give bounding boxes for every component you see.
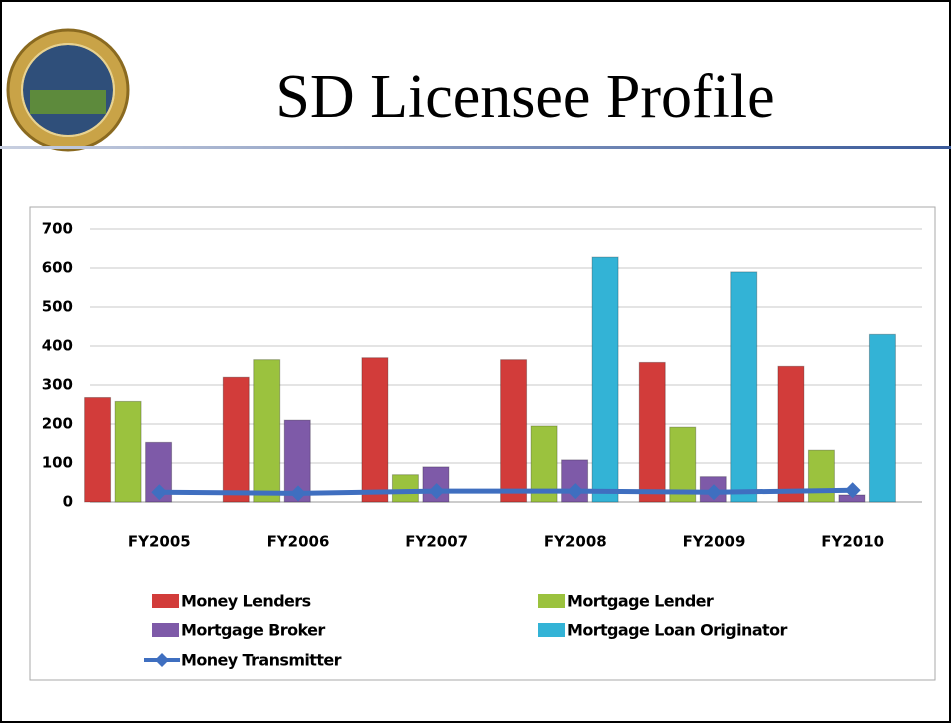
y-tick-label: 200 (42, 415, 73, 433)
legend-swatch (155, 653, 169, 667)
line-marker (151, 484, 168, 501)
legend-label: Mortgage Loan Originator (567, 621, 787, 640)
line-marker (290, 485, 306, 502)
slide-title: SD Licensee Profile (275, 63, 774, 131)
y-tick-label: 300 (42, 376, 73, 394)
y-tick-label: 700 (42, 220, 73, 238)
legend-swatch (152, 623, 179, 637)
y-tick-label: 0 (63, 493, 73, 511)
bar (253, 359, 281, 503)
bar (807, 449, 835, 503)
line-marker (844, 482, 861, 499)
bar (777, 365, 805, 503)
y-tick-label: 600 (42, 259, 73, 277)
bar (391, 474, 419, 503)
x-tick-label: FY2005 (128, 533, 191, 551)
legend-swatch (152, 594, 179, 608)
line-marker (706, 484, 722, 501)
line-marker (567, 483, 584, 500)
legend-swatch (538, 594, 565, 608)
title-rule (0, 146, 951, 149)
bar (222, 376, 250, 503)
x-tick-label: FY2008 (544, 533, 607, 551)
bar (361, 357, 389, 503)
legend-label: Money Transmitter (181, 651, 342, 670)
bar (868, 333, 896, 503)
legend-swatch (538, 623, 565, 637)
legend-label: Money Lenders (181, 592, 311, 611)
legend-label: Mortgage Broker (181, 621, 325, 640)
bar (638, 361, 666, 503)
bar (84, 396, 112, 503)
x-tick-label: FY2009 (683, 533, 746, 551)
bar (591, 256, 619, 503)
bar (730, 271, 758, 503)
x-tick-label: FY2006 (267, 533, 330, 551)
x-tick-label: FY2007 (405, 533, 468, 551)
bar (114, 400, 142, 503)
state-seal (6, 28, 130, 152)
y-tick-label: 400 (42, 337, 73, 355)
y-tick-label: 500 (42, 298, 73, 316)
x-tick-label: FY2010 (821, 533, 884, 551)
line-marker (428, 483, 445, 500)
line-series (159, 487, 853, 496)
y-tick-label: 100 (42, 454, 73, 472)
bar (500, 359, 528, 503)
legend-label: Mortgage Lender (567, 592, 714, 611)
